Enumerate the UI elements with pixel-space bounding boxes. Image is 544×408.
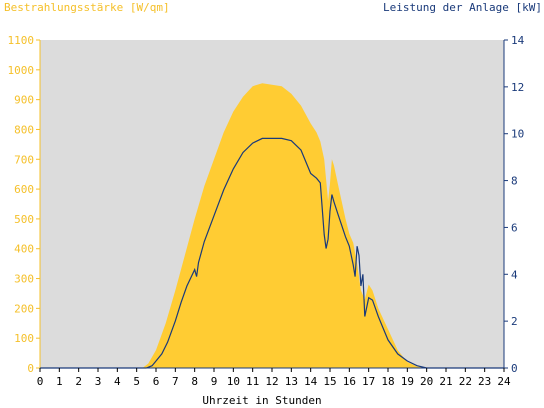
left-tick-label: 800 xyxy=(14,123,34,136)
x-tick-label: 5 xyxy=(133,375,140,388)
left-tick-label: 1000 xyxy=(8,64,35,77)
x-tick-label: 21 xyxy=(439,375,452,388)
left-tick-label: 200 xyxy=(14,302,34,315)
x-tick-label: 6 xyxy=(153,375,160,388)
x-tick-label: 7 xyxy=(172,375,179,388)
left-tick-label: 700 xyxy=(14,153,34,166)
x-tick-label: 20 xyxy=(420,375,433,388)
x-tick-label: 10 xyxy=(227,375,240,388)
x-tick-label: 24 xyxy=(497,375,511,388)
x-tick-label: 17 xyxy=(362,375,375,388)
left-tick-label: 600 xyxy=(14,183,34,196)
right-tick-label: 0 xyxy=(511,362,518,375)
x-tick-label: 9 xyxy=(211,375,218,388)
x-tick-label: 3 xyxy=(95,375,102,388)
right-tick-label: 10 xyxy=(511,128,524,141)
right-tick-label: 14 xyxy=(511,34,525,47)
x-axis-title: Uhrzeit in Stunden xyxy=(202,394,321,407)
right-tick-label: 2 xyxy=(511,315,518,328)
series-layer xyxy=(40,83,504,369)
x-tick-label: 4 xyxy=(114,375,121,388)
right-tick-label: 8 xyxy=(511,175,518,188)
x-tick-label: 13 xyxy=(285,375,298,388)
x-tick-label: 19 xyxy=(401,375,414,388)
right-tick-label: 12 xyxy=(511,81,524,94)
x-tick-label: 12 xyxy=(265,375,278,388)
power-line xyxy=(40,137,504,369)
x-tick-label: 14 xyxy=(304,375,318,388)
x-tick-label: 11 xyxy=(246,375,259,388)
irradiance-area xyxy=(40,83,504,368)
ticks-layer: 0100200300400500600700800900100011000246… xyxy=(8,34,525,388)
left-tick-label: 500 xyxy=(14,213,34,226)
x-tick-label: 8 xyxy=(191,375,198,388)
left-tick-label: 0 xyxy=(27,362,34,375)
x-tick-label: 1 xyxy=(56,375,63,388)
x-tick-label: 23 xyxy=(478,375,491,388)
x-tick-label: 18 xyxy=(381,375,394,388)
x-tick-label: 15 xyxy=(323,375,336,388)
x-tick-label: 22 xyxy=(459,375,472,388)
x-tick-label: 0 xyxy=(37,375,44,388)
left-tick-label: 1100 xyxy=(8,34,35,47)
right-tick-label: 4 xyxy=(511,268,518,281)
left-tick-label: 300 xyxy=(14,273,34,286)
right-tick-label: 6 xyxy=(511,221,518,234)
right-axis-title: Leistung der Anlage [kW] xyxy=(383,1,542,14)
left-tick-label: 400 xyxy=(14,243,34,256)
x-tick-label: 2 xyxy=(75,375,82,388)
x-tick-label: 16 xyxy=(343,375,356,388)
left-tick-label: 900 xyxy=(14,94,34,107)
left-tick-label: 100 xyxy=(14,332,34,345)
left-axis-title: Bestrahlungsstärke [W/qm] xyxy=(4,1,170,14)
